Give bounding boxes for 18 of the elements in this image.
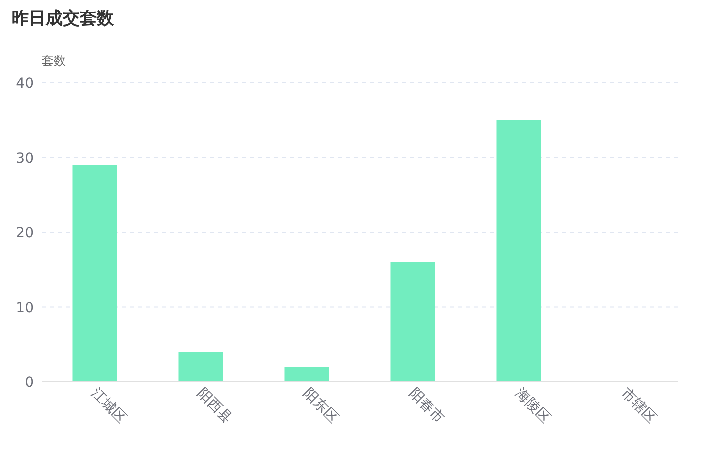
y-tick-label: 0 (25, 375, 34, 391)
x-tick-label: 市辖区 (618, 386, 660, 427)
y-tick-label: 40 (16, 76, 34, 92)
bar (72, 165, 118, 382)
bar (284, 367, 330, 382)
x-tick-label: 阳西县 (194, 386, 236, 427)
chart-title: 昨日成交套数 (12, 9, 115, 29)
bar (390, 262, 436, 382)
bar (178, 352, 224, 382)
y-tick-label: 10 (16, 300, 34, 316)
y-tick-label: 20 (16, 226, 34, 242)
y-tick-label: 30 (16, 150, 34, 167)
x-tick-label: 阳东区 (300, 386, 342, 427)
x-tick-label: 海陵区 (512, 386, 554, 427)
bar (496, 120, 542, 382)
x-tick-label: 江城区 (88, 386, 130, 427)
x-tick-label: 阳春市 (406, 386, 448, 427)
y-axis-title: 套数 (42, 54, 66, 68)
